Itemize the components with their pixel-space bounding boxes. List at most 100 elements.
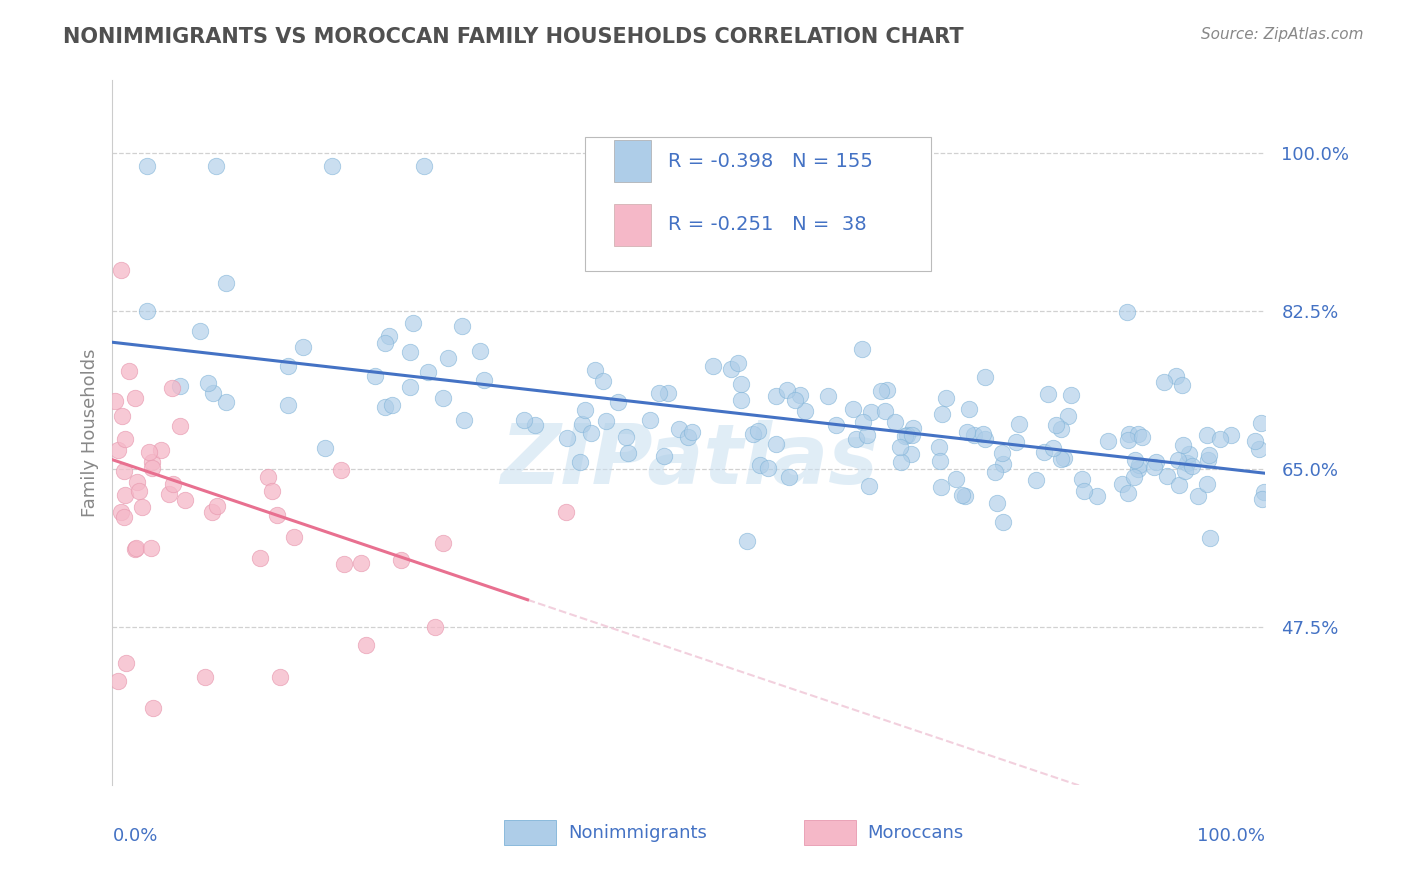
Point	[291, 340, 314, 354]
Point	[114, 433, 136, 447]
Point	[149, 443, 172, 458]
Y-axis label: Family Households: Family Households	[80, 349, 98, 516]
Point	[524, 418, 547, 433]
Text: NONIMMIGRANTS VS MOROCCAN FAMILY HOUSEHOLDS CORRELATION CHART: NONIMMIGRANTS VS MOROCCAN FAMILY HOUSEHO…	[63, 27, 965, 46]
Point	[115, 656, 138, 670]
Point	[1116, 485, 1139, 500]
Point	[314, 441, 336, 455]
Point	[1220, 427, 1243, 442]
Point	[472, 373, 495, 387]
Point	[1195, 427, 1218, 442]
Point	[389, 552, 412, 566]
Point	[1118, 427, 1140, 442]
Text: 100.0%: 100.0%	[1198, 827, 1265, 846]
Point	[1199, 531, 1222, 545]
Point	[107, 442, 129, 457]
Point	[1247, 442, 1270, 456]
Point	[329, 462, 352, 476]
Point	[1126, 426, 1149, 441]
Point	[1251, 491, 1274, 506]
Point	[896, 428, 918, 442]
Point	[883, 415, 905, 429]
Point	[607, 394, 630, 409]
Point	[333, 557, 356, 571]
Point	[1111, 477, 1133, 491]
Point	[852, 415, 875, 429]
Point	[249, 551, 271, 566]
Point	[730, 393, 752, 408]
Point	[1045, 418, 1067, 433]
Point	[1171, 378, 1194, 392]
Point	[141, 455, 163, 469]
Point	[1126, 462, 1149, 476]
Point	[748, 458, 770, 473]
Point	[894, 429, 917, 443]
Point	[141, 541, 163, 555]
Point	[1174, 464, 1197, 478]
Point	[1036, 387, 1059, 401]
Point	[776, 383, 799, 397]
Point	[1073, 484, 1095, 499]
Point	[125, 541, 148, 555]
Point	[945, 471, 967, 485]
Point	[990, 446, 1012, 460]
Point	[257, 469, 280, 483]
Point	[957, 402, 980, 417]
Point	[399, 380, 422, 394]
Point	[142, 701, 165, 715]
Point	[737, 534, 759, 549]
Point	[727, 356, 749, 370]
Text: R = -0.251   N =  38: R = -0.251 N = 38	[668, 215, 868, 235]
Point	[648, 386, 671, 401]
Point	[354, 638, 377, 652]
Point	[953, 490, 976, 504]
Point	[110, 263, 132, 277]
Point	[374, 336, 396, 351]
Point	[931, 480, 953, 494]
Point	[399, 345, 422, 359]
Point	[118, 364, 141, 378]
Point	[1153, 375, 1175, 389]
Point	[963, 428, 986, 442]
Text: ZIPatlas: ZIPatlas	[501, 420, 877, 501]
Point	[859, 405, 882, 419]
Point	[425, 620, 447, 634]
Point	[1097, 434, 1119, 449]
Point	[991, 516, 1014, 530]
Point	[1243, 434, 1265, 448]
Text: 0.0%: 0.0%	[112, 827, 157, 846]
Point	[141, 461, 163, 475]
Point	[869, 384, 891, 398]
Point	[1005, 434, 1028, 449]
Point	[571, 417, 593, 431]
Point	[1071, 472, 1094, 486]
Point	[124, 541, 146, 556]
Point	[991, 457, 1014, 471]
Point	[1042, 441, 1064, 455]
Point	[107, 674, 129, 689]
Point	[858, 478, 880, 492]
Point	[742, 426, 765, 441]
Point	[747, 424, 769, 438]
Point	[973, 432, 995, 446]
Point	[681, 425, 703, 439]
Point	[283, 531, 305, 545]
Point	[1197, 452, 1219, 467]
Point	[851, 343, 873, 357]
Point	[568, 455, 591, 469]
Point	[856, 428, 879, 442]
Point	[789, 388, 811, 402]
Point	[136, 159, 159, 173]
Point	[450, 319, 472, 334]
Point	[201, 505, 224, 519]
Point	[657, 386, 679, 401]
Point	[1167, 452, 1189, 467]
Point	[890, 454, 912, 468]
Point	[972, 427, 994, 442]
Point	[1052, 450, 1074, 465]
Point	[1250, 417, 1272, 431]
Point	[1130, 429, 1153, 443]
Point	[873, 404, 896, 418]
Point	[889, 440, 911, 454]
Point	[269, 669, 291, 683]
